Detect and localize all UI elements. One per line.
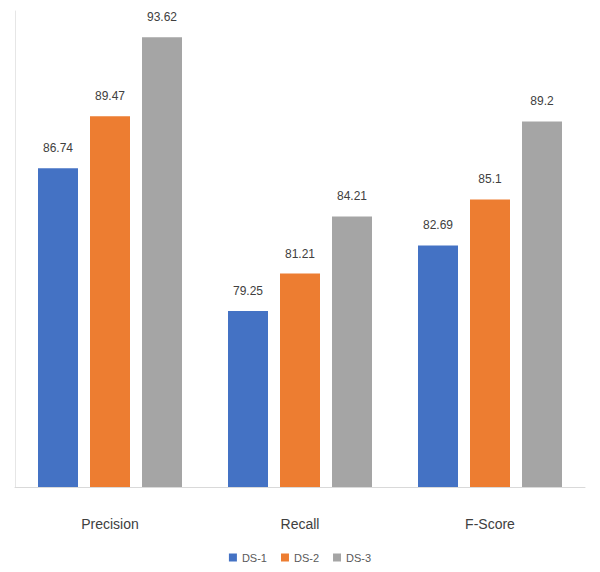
svg-text:79.25: 79.25 bbox=[233, 284, 263, 298]
svg-text:85.1: 85.1 bbox=[478, 172, 502, 186]
svg-text:86.74: 86.74 bbox=[43, 141, 73, 155]
svg-text:82.69: 82.69 bbox=[423, 218, 453, 232]
svg-text:93.62: 93.62 bbox=[147, 10, 177, 24]
svg-text:84.21: 84.21 bbox=[337, 189, 367, 203]
svg-text:89.47: 89.47 bbox=[95, 89, 125, 103]
svg-text:DS-2: DS-2 bbox=[294, 552, 319, 564]
svg-text:89.2: 89.2 bbox=[530, 94, 554, 108]
svg-text:81.21: 81.21 bbox=[285, 247, 315, 261]
svg-text:Precision: Precision bbox=[81, 516, 139, 532]
svg-text:DS-3: DS-3 bbox=[346, 552, 371, 564]
svg-text:Recall: Recall bbox=[281, 516, 320, 532]
svg-text:F-Score: F-Score bbox=[465, 516, 515, 532]
svg-text:DS-1: DS-1 bbox=[242, 552, 267, 564]
